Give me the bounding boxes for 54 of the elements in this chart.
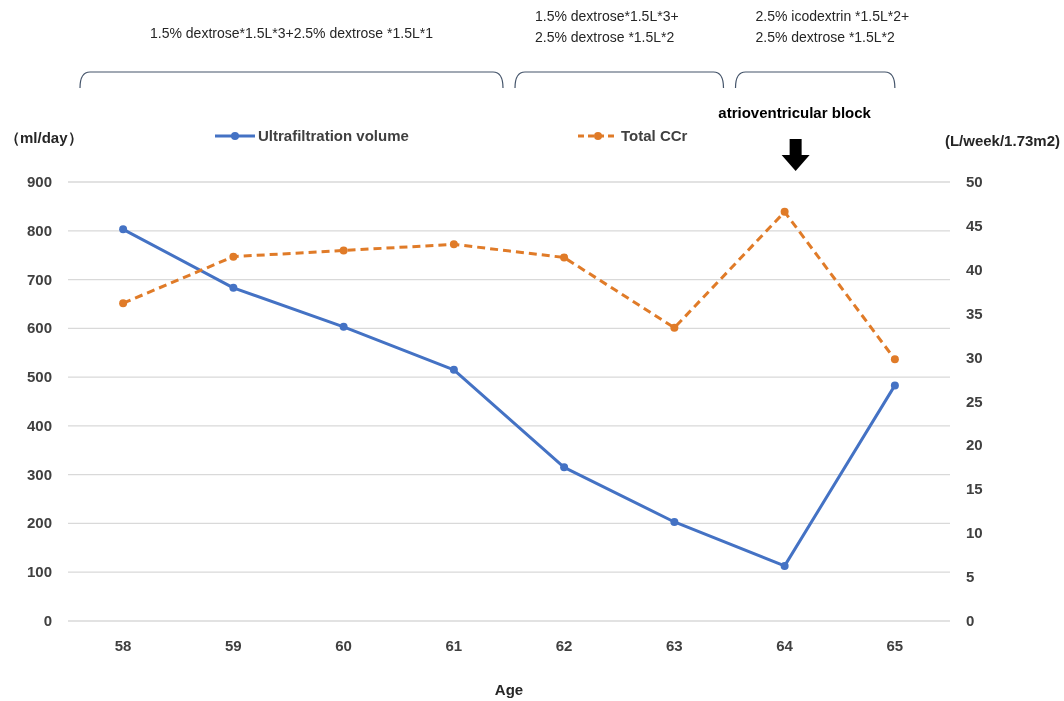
y-tick-label: 400 [26,416,52,434]
y2-tick-label: 30 [966,348,983,366]
point [339,246,348,255]
y2-tick-label: 50 [966,173,983,190]
point [449,365,458,374]
y2-tick-label: 25 [966,392,983,410]
y-tick-label: 800 [26,221,52,239]
x-tick-label: 58 [114,637,132,654]
y2-tick-label: 20 [966,436,983,454]
x-tick-label: 62 [555,637,573,654]
y2-tick-label: 45 [966,216,983,234]
y2-tick-label: 10 [966,524,983,542]
x-tick-label: 65 [886,637,904,654]
y2-tick-label: 15 [966,480,983,498]
y2-axis-title: (L/week/1.73m2) [944,132,1060,149]
text: 1.5% dextrose*1.5L*3+2.5% dextrose *1.5L*1 [150,25,434,41]
point [119,225,128,234]
text: 1.5% dextrose*1.5L*3+ 2.5% dextrose *1.5L*2 [535,8,679,45]
y2-tick-label: 5 [966,568,975,586]
point [890,381,899,390]
point [670,323,679,332]
point [780,207,789,216]
x-tick-label: 60 [335,637,352,654]
y-tick-label: 0 [43,612,52,629]
y-tick-label: 100 [26,563,52,581]
point [560,253,569,262]
point [780,561,789,570]
y-axis-title: （ml/day） [5,129,83,146]
x-axis-title: Age [494,681,524,698]
text: atrioventricular block [718,104,872,121]
point [119,299,128,308]
y-tick-label: 600 [26,319,52,337]
legend-label: Ultrafiltration volume [258,127,409,144]
point [560,463,569,472]
text: 2.5% icodextrin *1.5L*2+ 2.5% dextrose *1.5L*2 [755,8,910,45]
point [229,252,238,261]
y-tick-label: 300 [26,465,52,483]
point [449,240,458,249]
y2-tick-label: 0 [966,612,975,629]
point [670,517,679,526]
y-tick-label: 700 [26,270,52,288]
y-tick-label: 500 [26,368,52,386]
point [339,322,348,331]
y2-tick-label: 35 [966,304,983,322]
point [890,355,899,364]
x-tick-label: 64 [776,637,794,654]
x-tick-label: 63 [666,637,683,654]
x-tick-label: 61 [445,637,463,654]
y2-tick-label: 40 [966,260,983,278]
y-tick-label: 200 [26,514,52,532]
y-tick-label: 900 [26,173,52,190]
legend-label: Total CCr [621,127,688,144]
x-tick-label: 59 [225,637,242,654]
point [229,283,238,292]
